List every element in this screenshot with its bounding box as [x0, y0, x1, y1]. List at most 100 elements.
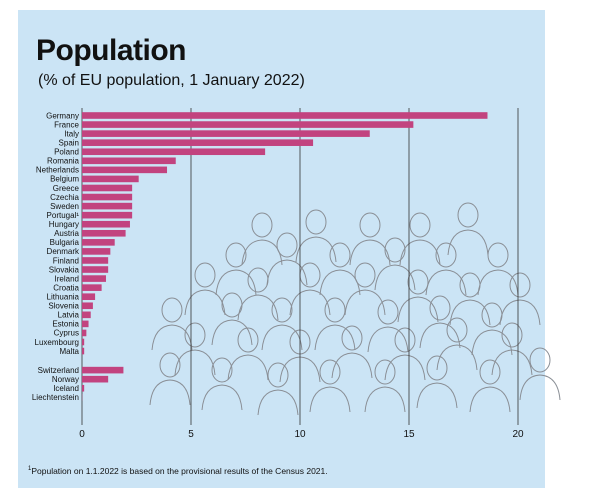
footnote-marker: 1: [28, 466, 32, 473]
person-figure: [477, 242, 519, 296]
bar: [82, 320, 89, 328]
x-tick-label: 10: [294, 429, 306, 440]
category-label: Malta: [59, 347, 79, 356]
bars: [82, 112, 488, 401]
person-figure: [309, 359, 351, 413]
person-figure: [215, 242, 257, 296]
bar: [82, 202, 133, 210]
category-label: Switzerland: [38, 366, 79, 375]
person-figure: [295, 209, 337, 263]
bar: [82, 248, 111, 255]
chart-title: Population: [36, 34, 186, 67]
bar: [82, 112, 488, 119]
person-figure: [289, 262, 331, 316]
person-figure: [471, 302, 513, 356]
x-tick-label: 15: [403, 429, 415, 440]
person-figure: [367, 299, 409, 353]
category-label: Sweden: [50, 202, 79, 211]
bar: [82, 239, 115, 246]
person-figure: [201, 357, 243, 411]
person-figure: [374, 237, 416, 291]
person-figure: [447, 202, 489, 256]
person-figure: [237, 267, 279, 321]
person-figure: [399, 212, 441, 266]
bar: [82, 139, 314, 146]
category-label: Romania: [47, 157, 80, 166]
person-figure: [436, 317, 478, 371]
person-figure: [149, 352, 191, 406]
person-figure: [151, 297, 193, 351]
person-figure: [211, 292, 253, 346]
bar: [82, 384, 85, 392]
person-figure: [314, 297, 356, 351]
person-figure: [519, 347, 561, 401]
bar: [82, 229, 126, 237]
bar: [82, 284, 102, 291]
person-figure: [469, 359, 511, 413]
person-figure: [364, 359, 406, 413]
person-figure: [257, 362, 299, 416]
category-label: France: [54, 120, 79, 129]
category-label: Belgium: [50, 175, 79, 184]
bar: [82, 266, 109, 273]
x-tick-label: 20: [512, 429, 524, 440]
category-label: Bulgaria: [50, 238, 80, 247]
category-label: Germany: [46, 111, 79, 120]
category-labels: GermanyFranceItalySpainPolandRomaniaNeth…: [32, 111, 80, 402]
chart-subtitle: (% of EU population, 1 January 2022): [38, 72, 305, 89]
category-label: Greece: [53, 184, 80, 193]
category-label: Estonia: [52, 320, 79, 329]
person-figure: [344, 262, 386, 316]
bar: [82, 293, 96, 300]
person-figure: [384, 327, 426, 381]
category-label: Slovenia: [48, 302, 79, 311]
bar: [82, 275, 106, 282]
grid-lines: [81, 108, 519, 425]
bar: [82, 338, 85, 346]
category-label: Netherlands: [36, 166, 79, 175]
person-figure: [261, 297, 303, 351]
bar: [82, 175, 139, 183]
bar: [82, 211, 133, 219]
category-label: Denmark: [47, 247, 80, 256]
person-figure: [419, 295, 461, 349]
bar: [82, 329, 87, 337]
category-label: Finland: [53, 256, 79, 265]
bar: [82, 166, 168, 174]
category-label: Croatia: [53, 283, 79, 292]
person-figure: [491, 322, 533, 376]
category-label: Lithuania: [47, 293, 80, 302]
bar: [82, 220, 130, 228]
category-label: Iceland: [53, 384, 79, 393]
person-figure: [174, 322, 216, 376]
bar: [82, 347, 85, 355]
category-label: Luxembourg: [35, 338, 79, 347]
bar: [82, 184, 133, 192]
bar: [82, 366, 124, 374]
category-label: Austria: [54, 229, 79, 238]
category-label: Cyprus: [54, 329, 79, 338]
bar: [82, 130, 370, 137]
category-label: Italy: [64, 129, 79, 138]
bar: [82, 311, 91, 319]
bar: [82, 302, 93, 310]
person-figure: [227, 327, 269, 381]
category-label: Hungary: [49, 220, 79, 229]
bar: [82, 193, 133, 201]
category-label: Liechtenstein: [32, 393, 79, 402]
crowd-illustration: [149, 202, 561, 416]
bar: [82, 148, 266, 156]
x-tick-labels: 0 5 10 15 20: [79, 429, 524, 440]
category-label: Poland: [54, 148, 79, 157]
person-figure: [241, 212, 283, 266]
person-figure: [331, 325, 373, 379]
footnote: 1Population on 1.1.2022 is based on the …: [28, 466, 328, 476]
category-label: Norway: [52, 375, 79, 384]
footnote-text: Population on 1.1.2022 is based on the p…: [31, 466, 328, 476]
category-label: Slovakia: [49, 265, 80, 274]
category-label: Ireland: [55, 274, 79, 283]
person-figure: [499, 272, 541, 326]
person-figure: [425, 242, 467, 296]
bar: [82, 375, 109, 383]
bar: [82, 121, 414, 128]
